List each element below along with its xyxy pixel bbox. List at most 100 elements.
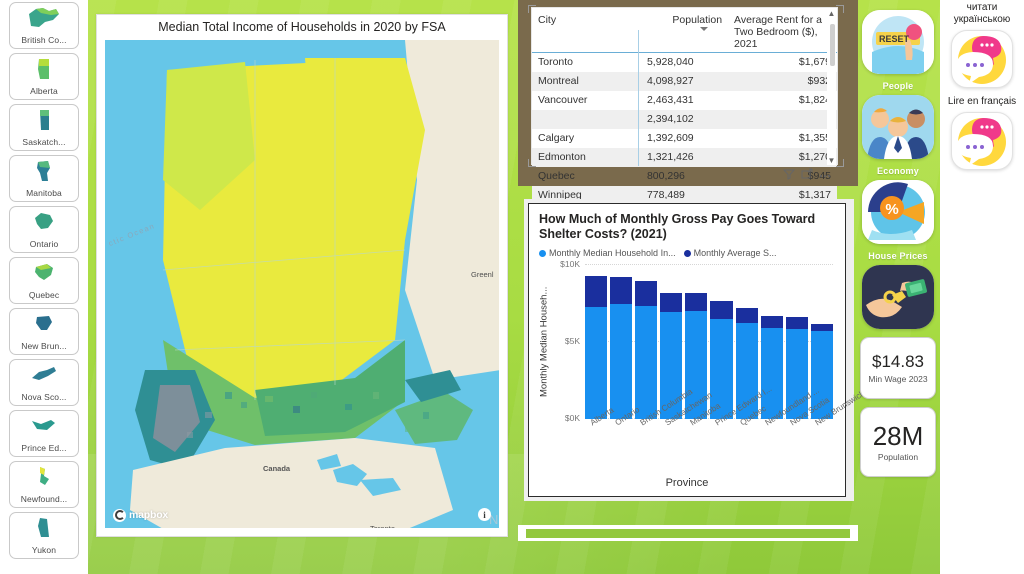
scroll-down-icon[interactable]: ▼ (827, 156, 836, 165)
table-body: Toronto 5,928,040 $1,679 Montreal 4,098,… (532, 53, 837, 205)
chart-plot-area: Monthly Median Househ... $10K $5K $0K (539, 259, 835, 423)
kpi-population[interactable]: 28M Population (860, 407, 936, 477)
sidebar-item-alberta[interactable]: Alberta (9, 53, 79, 100)
bar-segment-income (810, 331, 833, 419)
chart-bar[interactable] (685, 293, 708, 419)
chart-bar[interactable] (610, 277, 633, 419)
sidebar-item-newfoundland[interactable]: Newfound... (9, 461, 79, 508)
speech-bubble-icon (957, 36, 1006, 84)
sidebar-item-label: Newfound... (20, 494, 68, 504)
cell-population: 778,489 (646, 189, 685, 201)
scroll-up-icon[interactable]: ▲ (827, 9, 836, 18)
gridline-10k (585, 264, 833, 265)
legend-swatch-shelter (683, 249, 691, 257)
sidebar-item-label: Quebec (28, 290, 60, 300)
bar-segment-income (660, 312, 683, 419)
people-button[interactable] (862, 95, 934, 159)
table-scrollbar[interactable]: ▲ ▼ (827, 9, 836, 165)
sidebar-item-british-columbia[interactable]: British Co... (9, 2, 79, 49)
focus-mode-icon[interactable] (799, 167, 814, 181)
mapbox-attribution[interactable]: mapbox (113, 508, 168, 522)
ukrainian-label-line2: українською (953, 14, 1011, 25)
kpi-min-wage[interactable]: $14.83 Min Wage 2023 (860, 337, 936, 399)
bar-segment-shelter (760, 315, 783, 329)
bar-segment-income (635, 305, 658, 419)
british-columbia-shape-icon (10, 5, 78, 31)
table-row[interactable]: Vancouver 2,463,431 $1,824 (532, 91, 837, 110)
map-canvas[interactable]: ctic Ocean Greenl Canada Toronto New Yor… (105, 40, 499, 528)
map-info-icon[interactable]: i (478, 508, 491, 521)
column-header-average-rent-label: Average Rent for a Two Bedroom ($), 2021 (734, 14, 822, 50)
language-panel: читати українською Lire en français (940, 0, 1024, 574)
chart-x-tick-labels: Alberta Ontario British Columbia Saskatchew… (585, 383, 866, 475)
column-header-city[interactable]: City (532, 8, 641, 53)
table-scroll-thumb[interactable] (830, 24, 835, 66)
table-row[interactable]: Quebec 800,296 $945 (532, 167, 837, 186)
sidebar-item-yukon[interactable]: Yukon (9, 512, 79, 559)
sidebar-item-label: Saskatch... (22, 137, 66, 147)
cell-rent: $932 (807, 75, 831, 87)
sidebar-item-saskatchewan[interactable]: Saskatch... (9, 104, 79, 151)
chart-title: How Much of Monthly Gross Pay Goes Towar… (539, 212, 816, 241)
sidebar-item-prince-edward-island[interactable]: Prince Ed... (9, 410, 79, 457)
cell-population: 1,321,426 (646, 151, 694, 163)
handle-top-right[interactable] (836, 5, 844, 13)
house-prices-label: House Prices (868, 251, 928, 261)
accent-bar-container (518, 525, 858, 541)
manitoba-shape-icon (10, 158, 78, 184)
french-label: Lire en français (947, 96, 1017, 107)
accent-bar (526, 529, 850, 538)
chart-bar[interactable] (735, 308, 758, 419)
cell-city: Vancouver (538, 94, 588, 106)
legend-swatch-income (539, 249, 546, 257)
chart-bars (585, 264, 833, 419)
table-row[interactable]: Edmonton 1,321,426 $1,270 (532, 148, 837, 167)
chart-bar[interactable] (810, 323, 833, 419)
table-row[interactable]: Calgary 1,392,609 $1,355 (532, 129, 837, 148)
chart-bar[interactable] (660, 293, 683, 419)
house-prices-button[interactable] (862, 265, 934, 329)
column-header-population[interactable]: Population (641, 8, 728, 53)
sidebar-item-manitoba[interactable]: Manitoba (9, 155, 79, 202)
chart-bar[interactable] (710, 301, 733, 419)
legend-item-income[interactable]: Monthly Median Household In... (539, 248, 676, 258)
sidebar-item-nova-scotia[interactable]: Nova Sco... (9, 359, 79, 406)
shelter-cost-chart[interactable]: How Much of Monthly Gross Pay Goes Towar… (528, 203, 866, 497)
chart-bar[interactable] (635, 281, 658, 419)
table-row[interactable]: Montreal 4,098,927 $932 (532, 72, 837, 91)
ontario-shape-icon (10, 209, 78, 235)
column-header-average-rent[interactable]: Average Rent for a Two Bedroom ($), 2021 (728, 8, 837, 53)
table-row[interactable]: 2,394,102 (532, 110, 837, 129)
filter-icon[interactable] (781, 167, 796, 181)
handle-bottom-left[interactable] (528, 159, 536, 167)
sidebar-item-new-brunswick[interactable]: New Brun... (9, 308, 79, 355)
reset-button[interactable]: RESET (862, 10, 934, 74)
more-options-icon[interactable] (817, 167, 832, 181)
handle-top-left[interactable] (528, 5, 536, 13)
alberta-shape-icon (10, 56, 78, 82)
french-language-button[interactable] (951, 112, 1013, 170)
handle-bottom-right[interactable] (836, 159, 844, 167)
city-rent-table[interactable]: City Population Average Rent for a Two B… (531, 7, 838, 205)
cell-city: Quebec (538, 170, 575, 182)
economy-label: Economy (877, 166, 919, 176)
bar-segment-shelter (585, 275, 608, 307)
map-visual[interactable]: Median Total Income of Households in 202… (96, 14, 508, 537)
legend-item-shelter[interactable]: Monthly Average S... (683, 248, 776, 258)
ukrainian-language-button[interactable] (951, 30, 1013, 88)
sidebar-item-label: Yukon (31, 545, 57, 555)
sidebar-item-quebec[interactable]: Quebec (9, 257, 79, 304)
nova-scotia-shape-icon (10, 362, 78, 388)
economy-button[interactable]: % (862, 180, 934, 244)
ukrainian-label: читати українською (940, 0, 1024, 26)
bar-segment-shelter (785, 317, 808, 330)
cell-population: 2,463,431 (646, 94, 694, 106)
sidebar-item-ontario[interactable]: Ontario (9, 206, 79, 253)
chart-bar[interactable] (785, 317, 808, 419)
prince-edward-island-shape-icon (10, 413, 78, 439)
cell-population: 1,392,609 (646, 132, 694, 144)
table-row[interactable]: Toronto 5,928,040 $1,679 (532, 53, 837, 73)
chart-bar[interactable] (760, 315, 783, 419)
bar-segment-income (735, 322, 758, 419)
chart-bar[interactable] (585, 275, 608, 419)
